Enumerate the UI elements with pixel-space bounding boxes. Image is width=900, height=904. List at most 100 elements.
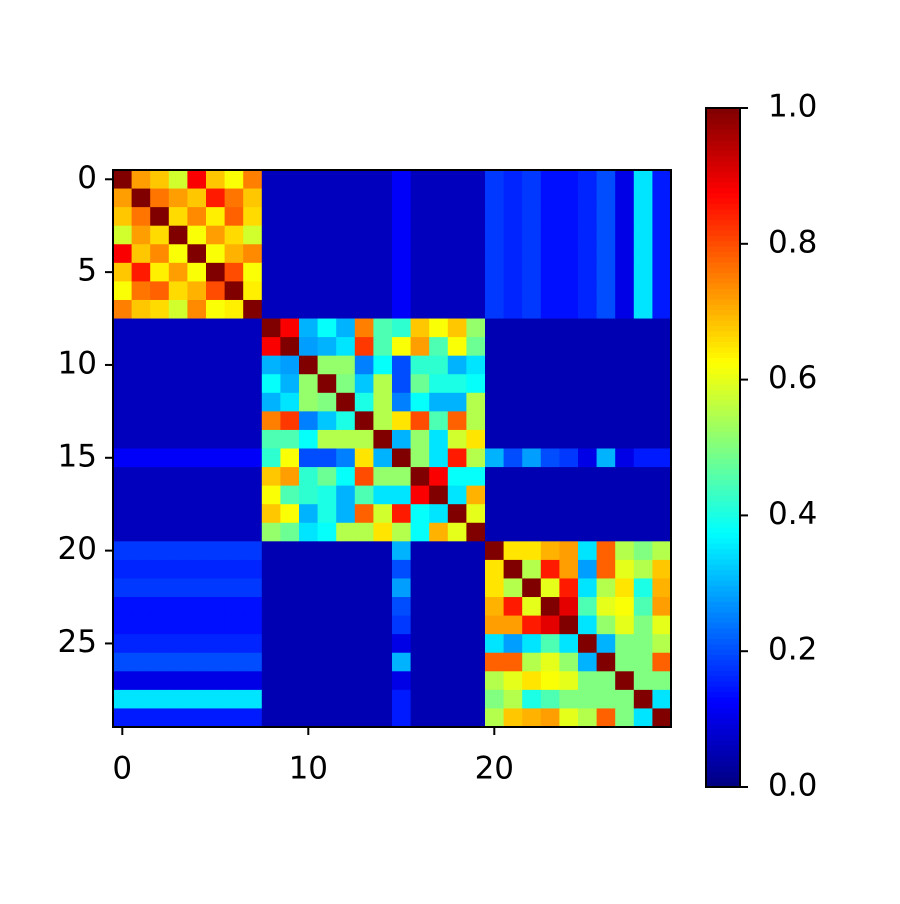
colorbar-segment bbox=[706, 733, 740, 740]
colorbar-segment bbox=[706, 208, 740, 215]
heatmap-cell bbox=[261, 708, 281, 728]
heatmap-cell bbox=[373, 485, 393, 505]
heatmap-cell bbox=[206, 485, 225, 505]
heatmap-cell bbox=[652, 170, 672, 189]
heatmap-cell bbox=[485, 504, 504, 524]
heatmap-cell bbox=[578, 448, 597, 468]
heatmap-cell bbox=[150, 262, 170, 282]
heatmap-cell bbox=[354, 281, 374, 301]
heatmap-cell bbox=[392, 448, 411, 468]
colorbar-segment bbox=[706, 288, 740, 295]
heatmap-cell bbox=[447, 541, 467, 561]
heatmap-cell bbox=[522, 299, 542, 319]
heatmap-cell bbox=[168, 504, 188, 524]
heatmap-cell bbox=[578, 597, 597, 616]
heatmap-cell bbox=[317, 392, 337, 412]
heatmap-cell bbox=[150, 504, 170, 524]
heatmap-cell bbox=[187, 262, 207, 282]
heatmap-cell bbox=[429, 355, 449, 375]
heatmap-cell bbox=[299, 578, 318, 598]
heatmap-cell bbox=[150, 559, 170, 579]
heatmap-cell bbox=[410, 708, 430, 728]
heatmap-cell bbox=[187, 485, 207, 505]
heatmap-cell bbox=[280, 689, 300, 709]
heatmap-cell bbox=[280, 244, 300, 264]
heatmap-cell bbox=[429, 671, 449, 691]
heatmap-cell bbox=[522, 485, 542, 505]
heatmap-cell bbox=[652, 522, 672, 542]
heatmap-cell bbox=[150, 708, 170, 728]
heatmap-cell bbox=[299, 170, 318, 189]
heatmap-cell bbox=[317, 170, 337, 189]
heatmap-cell bbox=[615, 634, 635, 654]
heatmap-cell bbox=[113, 597, 132, 616]
heatmap-cell bbox=[131, 374, 151, 394]
heatmap-cell bbox=[410, 671, 430, 691]
heatmap-cell bbox=[317, 578, 337, 598]
heatmap-cell bbox=[652, 374, 672, 394]
heatmap-cell bbox=[522, 429, 542, 449]
heatmap-cell bbox=[299, 262, 318, 282]
heatmap-cell bbox=[373, 392, 393, 412]
heatmap-cell bbox=[485, 448, 504, 468]
heatmap-cell bbox=[373, 578, 393, 598]
heatmap-cell bbox=[150, 671, 170, 691]
heatmap-cell bbox=[299, 708, 318, 728]
heatmap-cell bbox=[522, 504, 542, 524]
colorbar-segment bbox=[706, 760, 740, 767]
heatmap-cell bbox=[373, 225, 393, 245]
heatmap-cell bbox=[113, 281, 132, 301]
heatmap-cell bbox=[429, 559, 449, 579]
heatmap-cell bbox=[429, 615, 449, 635]
heatmap-cell bbox=[559, 429, 579, 449]
colorbar-segment bbox=[706, 532, 740, 539]
heatmap-cell bbox=[206, 318, 225, 338]
heatmap-cell bbox=[392, 392, 411, 412]
heatmap-cell bbox=[447, 392, 467, 412]
heatmap-cell bbox=[578, 170, 597, 189]
heatmap-cell bbox=[503, 207, 523, 227]
colorbar-segment bbox=[706, 325, 740, 332]
heatmap-cell bbox=[168, 448, 188, 468]
heatmap-cell bbox=[150, 485, 170, 505]
heatmap-cell bbox=[540, 207, 560, 227]
heatmap-cell bbox=[596, 207, 616, 227]
colorbar-segment bbox=[706, 171, 740, 178]
colorbar-segment bbox=[706, 723, 740, 730]
heatmap-cell bbox=[187, 708, 207, 728]
heatmap-cell bbox=[596, 578, 616, 598]
heatmap-cell bbox=[299, 299, 318, 319]
heatmap-cell bbox=[429, 374, 449, 394]
heatmap-cell bbox=[559, 522, 579, 542]
x-tick-label: 10 bbox=[289, 751, 328, 787]
heatmap-cell bbox=[522, 318, 542, 338]
heatmap-cell bbox=[503, 392, 523, 412]
heatmap-cell bbox=[336, 578, 356, 598]
heatmap-cell bbox=[633, 652, 653, 672]
heatmap-cell bbox=[392, 578, 411, 598]
heatmap-cell bbox=[243, 374, 263, 394]
heatmap-cell bbox=[503, 318, 523, 338]
heatmap-cell bbox=[633, 374, 653, 394]
heatmap-cell bbox=[485, 281, 504, 301]
heatmap-cell bbox=[131, 597, 151, 616]
heatmap-cell bbox=[652, 355, 672, 375]
heatmap-cell bbox=[317, 225, 337, 245]
heatmap-cell bbox=[354, 559, 374, 579]
heatmap-cell bbox=[559, 337, 579, 357]
heatmap-cell bbox=[485, 652, 504, 672]
heatmap-cell bbox=[243, 337, 263, 357]
heatmap-cell bbox=[299, 467, 318, 487]
heatmap-cell bbox=[224, 299, 244, 319]
heatmap-cell bbox=[373, 318, 393, 338]
heatmap-cell bbox=[522, 392, 542, 412]
heatmap-cell bbox=[131, 337, 151, 357]
heatmap-cell bbox=[113, 337, 132, 357]
heatmap-cell bbox=[578, 262, 597, 282]
heatmap-cell bbox=[615, 299, 635, 319]
colorbar-segment bbox=[706, 261, 740, 268]
heatmap-cell bbox=[187, 559, 207, 579]
heatmap-cell bbox=[261, 615, 281, 635]
heatmap-cell bbox=[317, 467, 337, 487]
heatmap-cell bbox=[336, 522, 356, 542]
